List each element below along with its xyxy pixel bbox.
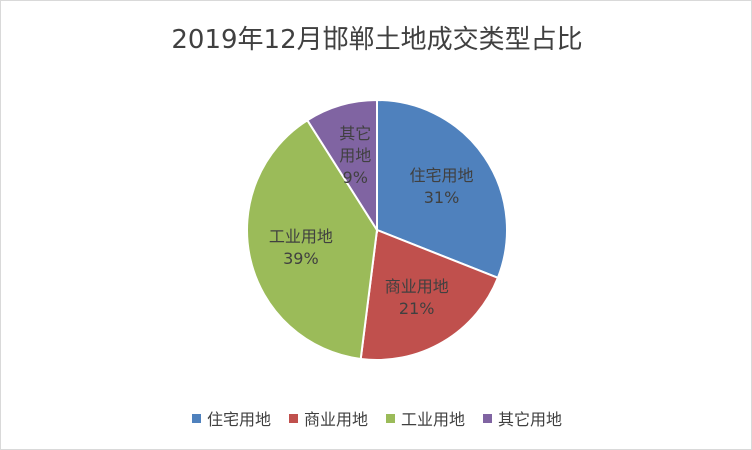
data-label-residential: 住宅用地 31% (410, 166, 474, 207)
pie-slice-residential (376, 98, 508, 280)
pie-slice-commercial (359, 228, 500, 361)
legend-item-commercial: 商业用地 (288, 406, 368, 430)
legend-swatch-residential (191, 413, 201, 423)
legend-label-residential: 住宅用地 (206, 410, 271, 429)
data-label-industrial: 工业用地 39% (269, 227, 333, 268)
legend-swatch-other (483, 413, 493, 423)
legend-label-industrial: 工业用地 (401, 410, 466, 429)
legend-swatch-commercial (288, 413, 298, 423)
legend-item-industrial: 工业用地 (386, 406, 465, 430)
data-label-other: 其它用地 9% (339, 124, 371, 187)
legend-label-other: 其它用地 (498, 410, 563, 429)
legend-item-residential: 住宅用地 (191, 406, 271, 430)
data-label-commercial: 商业用地 21% (385, 277, 449, 318)
legend-item-other: 其它用地 (483, 406, 562, 430)
legend-label-commercial: 商业用地 (303, 410, 368, 429)
legend-swatch-industrial (386, 413, 395, 423)
chart-title: 2019年12月邯郸土地成交类型占比 (171, 25, 583, 55)
legend: 住宅用地 商业用地 工业用地 其它用地 (1, 406, 751, 430)
pie-slice-other (305, 98, 378, 234)
